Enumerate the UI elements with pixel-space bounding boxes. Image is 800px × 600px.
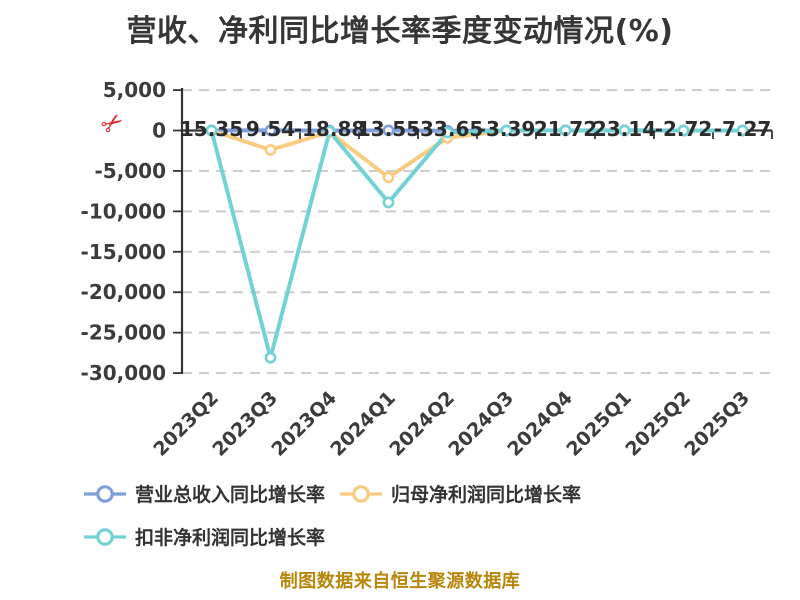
marker-revenue-yoy bbox=[382, 124, 395, 137]
data-label-revenue-yoy: -33.65 bbox=[412, 117, 484, 141]
legend-item-revenue-yoy[interactable]: 营业总收入同比增长率 bbox=[84, 480, 325, 507]
legend-marker-non-gaap bbox=[84, 527, 126, 546]
y-tick-label: -15,000 bbox=[81, 240, 166, 264]
marker-non-gaap-net-profit-yoy bbox=[382, 196, 395, 209]
y-tick-label: 0 bbox=[152, 119, 166, 143]
y-tick-label: -5,000 bbox=[94, 159, 166, 183]
marker-net-profit-yoy bbox=[264, 144, 277, 156]
marker-non-gaap-net-profit-yoy bbox=[736, 124, 749, 137]
marker-non-gaap-net-profit-yoy bbox=[441, 126, 454, 139]
legend-label-non-gaap: 扣非净利润同比增长率 bbox=[135, 527, 326, 549]
marker-net-profit-yoy bbox=[382, 171, 395, 184]
y-tick-label: 5,000 bbox=[103, 78, 166, 102]
marker-non-gaap-net-profit-yoy bbox=[559, 124, 572, 137]
data-label-revenue-yoy: -18.88 bbox=[294, 117, 366, 141]
legend-marker-revenue bbox=[84, 484, 126, 503]
series-line-non-gaap-net-profit-yoy bbox=[209, 128, 745, 360]
data-label-revenue-yoy: -3.39 bbox=[478, 117, 536, 141]
marker-non-gaap-net-profit-yoy bbox=[618, 124, 631, 137]
x-tick-label: 2025Q3 bbox=[680, 387, 754, 461]
y-tick-label: -25,000 bbox=[81, 321, 166, 345]
marker-non-gaap-net-profit-yoy bbox=[500, 124, 513, 137]
y-tick-label: -20,000 bbox=[81, 280, 166, 304]
marker-revenue-yoy bbox=[264, 124, 277, 137]
legend-item-non-gaap-net-profit-yoy[interactable]: 扣非净利润同比增长率 bbox=[84, 523, 325, 550]
legend-label-net-profit: 归母净利润同比增长率 bbox=[391, 484, 582, 506]
marker-non-gaap-net-profit-yoy bbox=[264, 351, 277, 364]
chart-title: 营收、净利同比增长率季度变动情况(%) bbox=[126, 14, 674, 49]
legend-label-revenue: 营业总收入同比增长率 bbox=[135, 484, 326, 506]
data-label-revenue-yoy: 23.14 bbox=[593, 117, 656, 141]
data-label-revenue-yoy: 21.72 bbox=[534, 117, 597, 141]
data-label-revenue-yoy: 9.54 bbox=[246, 117, 295, 141]
y-tick-label: -30,000 bbox=[81, 361, 166, 385]
data-label-revenue-yoy: -7.27 bbox=[714, 117, 772, 141]
legend-marker-net-profit bbox=[340, 484, 382, 503]
y-tick-label: -10,000 bbox=[81, 199, 166, 223]
marker-non-gaap-net-profit-yoy bbox=[323, 125, 336, 138]
data-label-revenue-yoy: 13.55 bbox=[357, 117, 420, 141]
marker-non-gaap-net-profit-yoy bbox=[677, 124, 690, 137]
data-label-revenue-yoy: 15.35 bbox=[180, 117, 243, 141]
data-label-revenue-yoy: -2.72 bbox=[655, 117, 713, 141]
data-source-note: 制图数据来自恒生聚源数据库 bbox=[279, 571, 521, 592]
marker-non-gaap-net-profit-yoy bbox=[205, 124, 218, 137]
legend-item-net-profit-yoy[interactable]: 归母净利润同比增长率 bbox=[340, 480, 581, 507]
